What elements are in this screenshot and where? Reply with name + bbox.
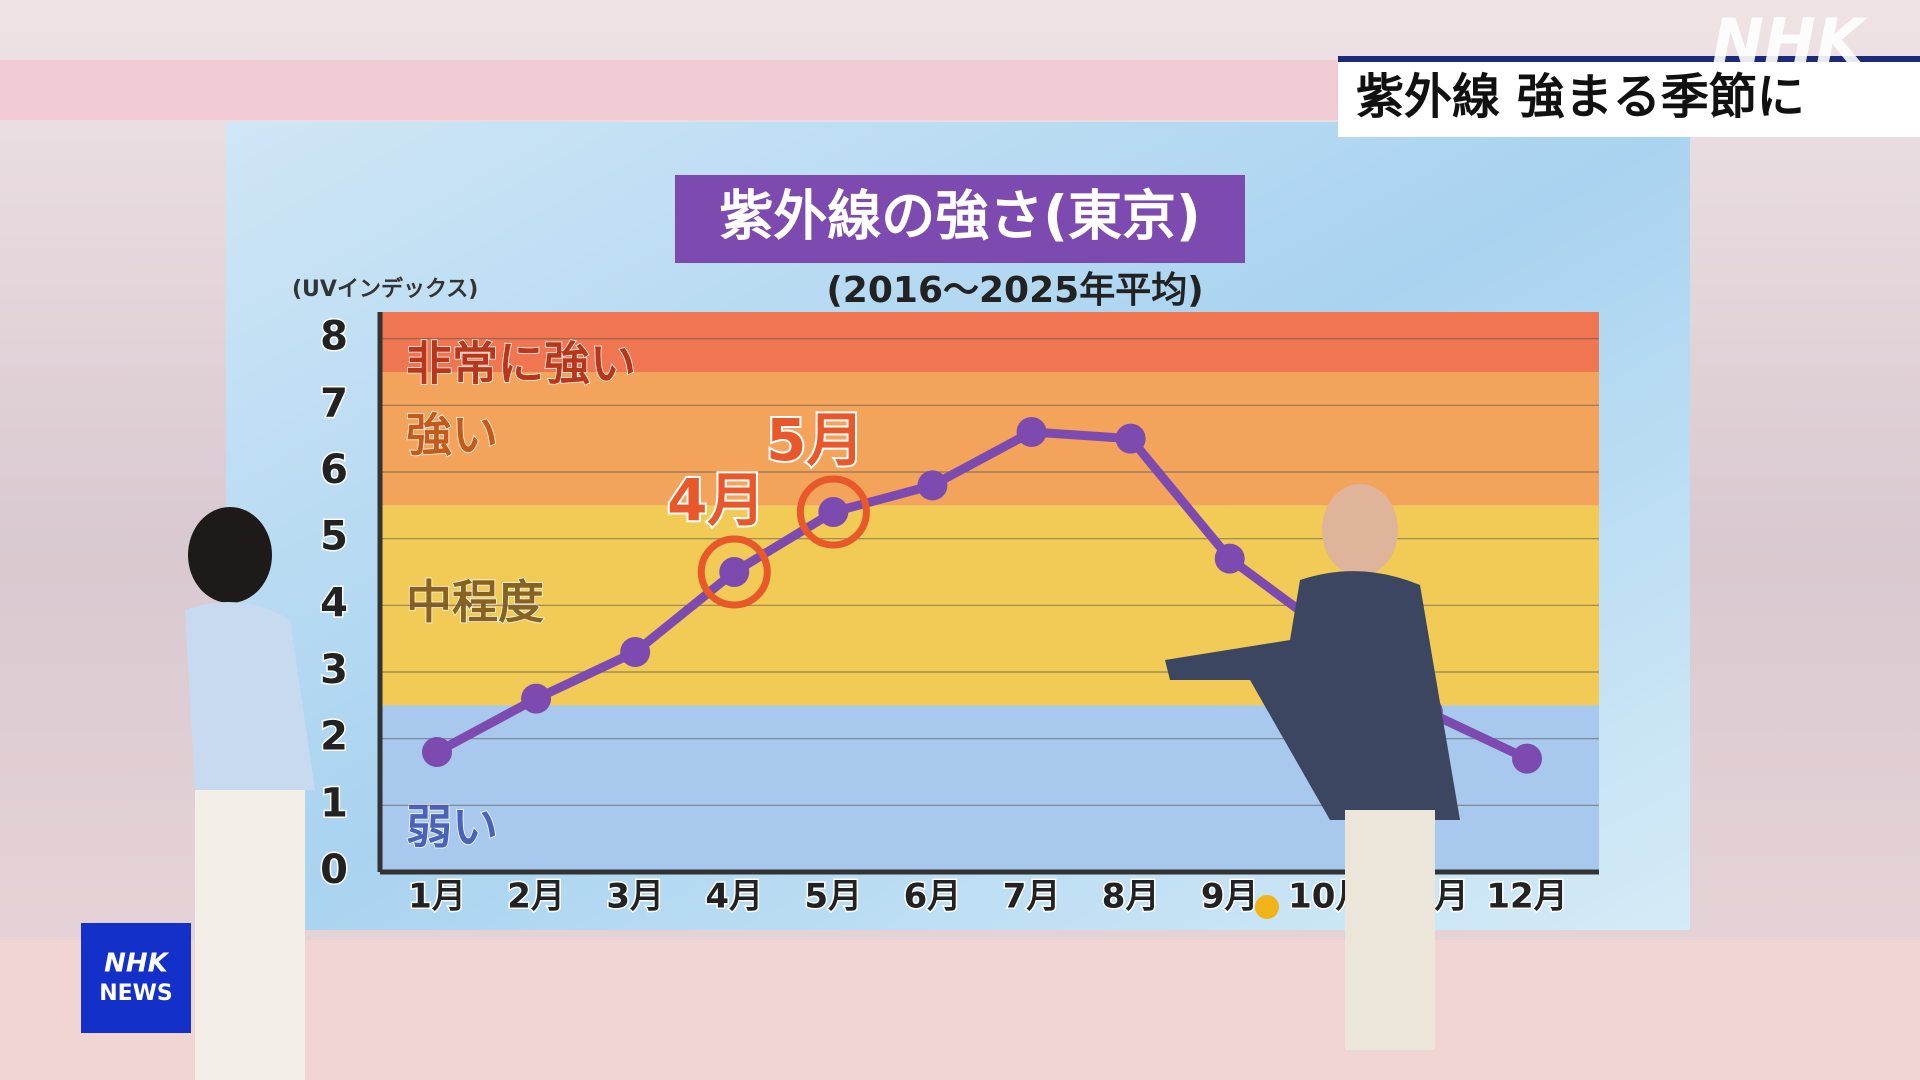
data-point: [620, 637, 651, 667]
band-label: 弱い: [406, 800, 498, 854]
x-tick-label: 4月: [705, 877, 763, 917]
x-tick-label: 8月: [1102, 877, 1160, 917]
highlight-label: 5月: [766, 406, 864, 474]
data-point: [422, 737, 452, 767]
caption-box: [1338, 58, 1920, 137]
band-label: 中程度: [406, 575, 544, 629]
person-head: [188, 507, 272, 603]
caption-border: [1338, 56, 1920, 62]
data-point: [917, 470, 948, 501]
presenters: [185, 484, 1460, 1080]
caption: 紫外線 強まる季節に: [1356, 69, 1805, 125]
band-label: 非常に強い: [406, 337, 636, 391]
x-tick-label: 5月: [805, 877, 863, 917]
y-tick-label: 7: [320, 380, 348, 426]
highlight-ring: [796, 475, 870, 549]
y-tick-label: 5: [320, 514, 348, 560]
y-tick-label: 0: [320, 847, 348, 893]
highlight-label: 4月: [667, 466, 765, 534]
highlight-ring: [697, 535, 771, 609]
data-point: [1512, 743, 1542, 774]
studio-floor: [0, 940, 1920, 1080]
data-point: [1016, 417, 1047, 447]
person-body: [185, 602, 315, 790]
person-body: [1165, 571, 1460, 820]
data-point: [1115, 423, 1146, 454]
data-point: [818, 497, 849, 527]
person-legs: [195, 790, 305, 1080]
data-point: [719, 557, 750, 587]
band-label: 強い: [406, 408, 498, 462]
person-head: [1322, 484, 1398, 576]
x-tick-label: 6月: [904, 877, 962, 917]
x-tick-label: 1月: [408, 877, 466, 917]
y-tick-label: 6: [320, 447, 348, 493]
data-point: [1214, 543, 1245, 574]
corner-logo-line2: NEWS: [99, 981, 173, 1006]
x-tick-label: 9月: [1201, 877, 1259, 917]
chart: 紫外線の強さ(東京) (2016〜2025年平均) (UVインデックス) 弱い 中程度 強…: [292, 175, 1599, 918]
band: [380, 312, 1599, 372]
x-tick-label: 7月: [1003, 877, 1061, 917]
y-tick-label: 3: [320, 647, 348, 693]
chart-subtitle: (2016〜2025年平均): [826, 270, 1203, 311]
y-tick-label: 4: [320, 580, 348, 626]
x-tick-label: 3月: [606, 877, 664, 917]
chart-title: 紫外線の強さ(東京): [719, 185, 1200, 248]
golf-ball: [1255, 895, 1279, 919]
y-tick-label: 1: [320, 780, 348, 826]
channel-logo: NHK: [1712, 5, 1868, 78]
band: [380, 372, 1599, 506]
x-tick-label: 2月: [507, 877, 565, 917]
corner-logo-line1: NHK: [104, 949, 170, 979]
person-legs: [1345, 810, 1435, 1050]
corner-logo-box: [81, 923, 191, 1033]
y-tick-label: 2: [320, 714, 348, 760]
y-axis-label: (UVインデックス): [292, 276, 478, 302]
x-tick-label: 12月: [1486, 877, 1567, 917]
y-tick-label: 8: [320, 314, 348, 360]
data-point: [521, 683, 552, 714]
title-box: [675, 175, 1245, 263]
